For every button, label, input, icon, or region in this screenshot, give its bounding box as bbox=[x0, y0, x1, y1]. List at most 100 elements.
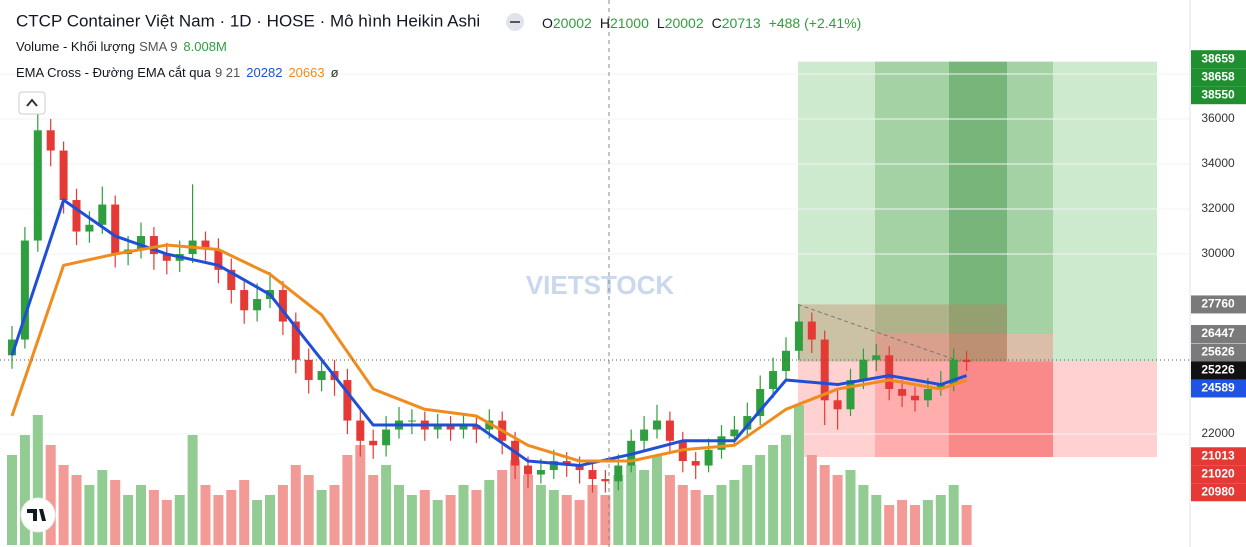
volume-bar bbox=[406, 495, 417, 545]
volume-bar bbox=[368, 475, 379, 545]
candle-body bbox=[949, 359, 958, 385]
candle-body bbox=[98, 204, 107, 225]
expand-box[interactable] bbox=[18, 91, 46, 115]
ohlc-value: 20713 bbox=[722, 15, 761, 31]
volume-sma-value: 8.008M bbox=[183, 39, 226, 54]
volume-bar bbox=[484, 480, 495, 545]
candle-body bbox=[549, 461, 558, 471]
tv-logo bbox=[20, 497, 56, 533]
price-label: 25626 bbox=[1201, 345, 1235, 359]
volume-bar bbox=[394, 485, 404, 545]
y-tick-label: 36000 bbox=[1201, 111, 1235, 125]
collapse-button[interactable] bbox=[506, 13, 524, 31]
volume-bar bbox=[690, 490, 701, 545]
y-tick-label: 30000 bbox=[1201, 246, 1235, 260]
volume-bar bbox=[897, 500, 908, 545]
volume-bar bbox=[600, 495, 611, 545]
volume-bar bbox=[652, 455, 662, 545]
price-label-bg bbox=[1191, 324, 1246, 343]
candle-body bbox=[807, 321, 816, 340]
volume-bar bbox=[832, 475, 843, 545]
ema-slow-value: 20663 bbox=[288, 65, 324, 80]
volume-bar bbox=[200, 485, 211, 545]
ohlc-value: 20002 bbox=[665, 15, 704, 31]
expand-icon bbox=[26, 98, 38, 107]
candle-body bbox=[524, 465, 532, 475]
volume-bar bbox=[342, 455, 353, 545]
ohlc-readout: O20002 H21000 L20002 C20713 +488 (+2.41%) bbox=[542, 15, 861, 31]
candle-body bbox=[743, 416, 752, 430]
candle-body bbox=[859, 359, 868, 381]
candle-body bbox=[923, 389, 932, 401]
ema-symbol: ø bbox=[331, 65, 339, 80]
price-label-bg bbox=[1191, 483, 1246, 502]
volume-bar bbox=[123, 495, 134, 545]
ema-legend: EMA Cross - Đường EMA cắt qua 9 21 20282 20… bbox=[16, 65, 339, 80]
target-line bbox=[797, 303, 961, 362]
candle-body bbox=[304, 359, 313, 381]
candle-body bbox=[691, 461, 700, 466]
volume-bar bbox=[148, 490, 159, 545]
y-tick-label: 32000 bbox=[1201, 201, 1235, 215]
volume-bar bbox=[458, 485, 469, 545]
volume-bar bbox=[768, 445, 779, 545]
volume-bar bbox=[755, 455, 766, 545]
volume-bar bbox=[252, 500, 263, 545]
volume-bar bbox=[742, 465, 753, 545]
candle-body bbox=[214, 249, 223, 270]
candle-body bbox=[794, 321, 803, 351]
candle-body bbox=[20, 240, 29, 340]
price-label-bg bbox=[1191, 447, 1246, 466]
volume-bar bbox=[922, 500, 933, 545]
candle-body bbox=[72, 200, 81, 232]
volume-bar bbox=[703, 495, 714, 545]
candle-body bbox=[846, 380, 855, 410]
volume-bar bbox=[265, 495, 275, 545]
price-label-bg bbox=[1191, 86, 1246, 105]
volume-bar bbox=[548, 490, 559, 545]
candle-body bbox=[665, 420, 674, 441]
candle-body bbox=[459, 425, 468, 430]
candle-body bbox=[240, 290, 249, 311]
price-label-bg bbox=[1191, 50, 1246, 69]
price-label: 27760 bbox=[1201, 297, 1235, 311]
expand-button[interactable] bbox=[18, 91, 46, 115]
ema-fast-value: 20282 bbox=[246, 65, 282, 80]
candle-body bbox=[227, 269, 236, 291]
candle-body bbox=[601, 479, 610, 482]
position-zone bbox=[949, 61, 1007, 362]
candle-body bbox=[820, 339, 829, 401]
price-label-bg bbox=[1191, 465, 1246, 484]
volume-bar bbox=[45, 445, 56, 545]
price-label-bg bbox=[1191, 295, 1246, 314]
volume-bar bbox=[290, 465, 301, 545]
candle-body bbox=[575, 465, 584, 471]
volume-bar bbox=[187, 435, 198, 545]
price-label: 24589 bbox=[1201, 381, 1235, 395]
volume-sma-label: SMA 9 bbox=[139, 39, 177, 54]
volume-bar bbox=[226, 490, 237, 545]
volume-pane bbox=[7, 405, 972, 545]
volume-bar bbox=[948, 485, 959, 545]
candle-body bbox=[201, 240, 210, 250]
volume-bar bbox=[239, 480, 250, 545]
candle-body bbox=[433, 425, 442, 430]
logo-mark bbox=[27, 509, 46, 521]
logo-circle bbox=[20, 497, 56, 533]
volume-bar bbox=[639, 470, 650, 545]
candle-body bbox=[278, 290, 287, 322]
y-tick-label: 34000 bbox=[1201, 156, 1235, 170]
volume-bar bbox=[935, 495, 946, 545]
candle-body bbox=[317, 371, 326, 381]
volume-bar bbox=[806, 455, 817, 545]
position-zone bbox=[875, 61, 1053, 334]
ohlc-value: 21000 bbox=[610, 15, 649, 31]
volume-bar bbox=[97, 470, 108, 545]
candle-body bbox=[253, 299, 262, 311]
watermark: VIETSTOCK bbox=[526, 270, 675, 300]
ohlc-key: C bbox=[712, 15, 722, 31]
volume-bar bbox=[355, 445, 366, 545]
volume-bar bbox=[574, 500, 585, 545]
candle-body bbox=[162, 254, 171, 261]
